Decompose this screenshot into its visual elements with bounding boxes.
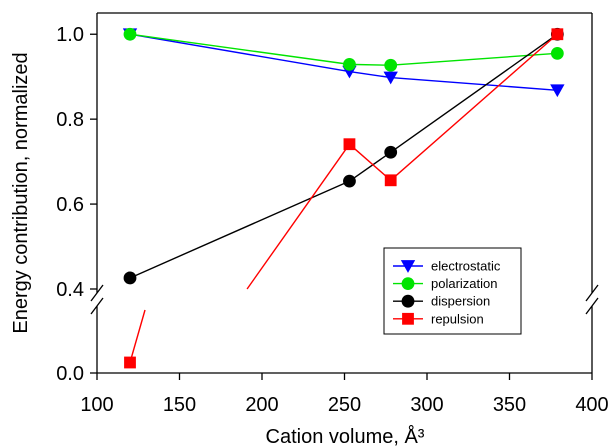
dispersion-point bbox=[343, 174, 356, 188]
repulsion-line-segment bbox=[390, 33, 558, 181]
repulsion-line-segment bbox=[246, 143, 351, 290]
repulsion-point bbox=[343, 138, 356, 151]
repulsion-line-segment bbox=[129, 309, 146, 363]
legend-item-electrostatic: electrostatic bbox=[393, 259, 501, 274]
series-electrostatic bbox=[122, 28, 565, 98]
legend-label: electrostatic bbox=[431, 259, 501, 274]
y-tick-label: 0.8 bbox=[56, 109, 84, 131]
x-tick-label: 400 bbox=[575, 394, 608, 416]
legend-marker-repulsion bbox=[402, 312, 414, 325]
polarization-line-segment bbox=[349, 63, 391, 66]
legend-item-dispersion: dispersion bbox=[393, 294, 490, 309]
x-axis-title: Cation volume, Å³ bbox=[266, 425, 425, 447]
series-repulsion bbox=[124, 28, 564, 369]
legend: electrostatic polarization dispersion repul… bbox=[383, 247, 522, 335]
x-tick-label: 300 bbox=[410, 394, 443, 416]
polarization-point bbox=[343, 57, 356, 71]
y-tick-label: 0.4 bbox=[56, 279, 84, 301]
polarization-point bbox=[384, 58, 398, 72]
axis-break-mark bbox=[90, 284, 104, 302]
electrostatic-line-segment bbox=[349, 70, 391, 79]
legend-label: dispersion bbox=[431, 294, 490, 309]
y-tick-label: 1.0 bbox=[56, 24, 84, 46]
repulsion-point bbox=[384, 174, 397, 187]
dispersion-point bbox=[384, 145, 398, 159]
legend-label: polarization bbox=[431, 276, 498, 291]
legend-label: repulsion bbox=[431, 311, 484, 326]
legend-marker-polarization bbox=[401, 277, 415, 291]
repulsion-line-segment bbox=[348, 143, 392, 181]
x-tick-label: 250 bbox=[328, 394, 361, 416]
electrostatic-line-segment bbox=[390, 76, 558, 91]
legend-marker-dispersion bbox=[401, 294, 415, 308]
electrostatic-point bbox=[550, 84, 565, 98]
electrostatic-point bbox=[383, 71, 398, 85]
y-tick-label: 0.0 bbox=[56, 363, 84, 385]
repulsion-point bbox=[124, 356, 136, 369]
x-tick-label: 200 bbox=[245, 394, 278, 416]
x-tick-label: 100 bbox=[80, 394, 113, 416]
data-series bbox=[122, 27, 565, 369]
axis-break-mark bbox=[90, 297, 104, 315]
axis-break-mark bbox=[585, 284, 599, 302]
legend-marker-electrostatic bbox=[400, 260, 416, 273]
electrostatic-line-segment bbox=[129, 33, 350, 73]
polarization-line-segment bbox=[390, 52, 558, 66]
x-tick-label: 150 bbox=[163, 394, 196, 416]
series-polarization bbox=[123, 27, 564, 72]
y-axis-title: Energy contribution, normalized bbox=[10, 52, 32, 333]
legend-item-repulsion: repulsion bbox=[393, 311, 484, 326]
repulsion-point bbox=[551, 28, 564, 41]
polarization-point bbox=[550, 46, 564, 60]
axis-ticks: 100 150 200 250 300 350 400 0.0 0.4 0.6 0.8 1.0 bbox=[56, 24, 609, 416]
legend-item-polarization: polarization bbox=[393, 276, 498, 291]
polarization-point bbox=[123, 27, 137, 41]
dispersion-line-segment bbox=[349, 151, 392, 182]
dispersion-line-segment bbox=[129, 180, 350, 279]
dispersion-line-segment bbox=[390, 33, 558, 153]
y-tick-label: 0.6 bbox=[56, 194, 84, 216]
polarization-line-segment bbox=[129, 33, 350, 66]
x-tick-label: 350 bbox=[493, 394, 526, 416]
dispersion-point bbox=[123, 271, 137, 285]
axis-break-mark bbox=[585, 297, 599, 315]
